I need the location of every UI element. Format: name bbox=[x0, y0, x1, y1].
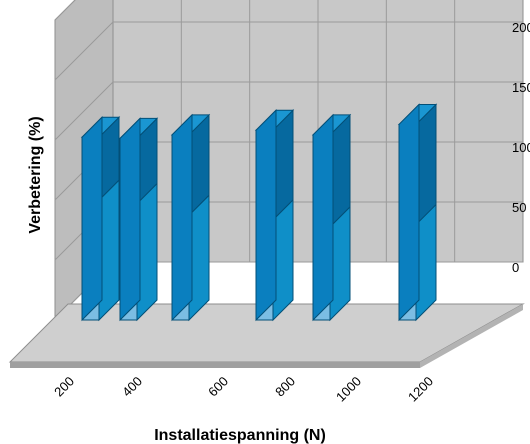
floor-edge bbox=[10, 362, 420, 368]
gridline-side bbox=[54, 21, 114, 81]
y-tick-label: 0 bbox=[512, 260, 519, 275]
y-axis-title: Verbetering (%) bbox=[27, 116, 44, 233]
bar-back-600 bbox=[171, 113, 193, 322]
x-tick-label: 1000 bbox=[333, 374, 364, 405]
bars bbox=[80, 103, 438, 322]
x-tick-label: 400 bbox=[119, 374, 145, 400]
x-tick-label: 200 bbox=[51, 374, 77, 400]
bar-back-800 bbox=[255, 109, 277, 322]
x-tick-label: 800 bbox=[272, 374, 298, 400]
y-tick-labels: 050100150200250 bbox=[512, 20, 530, 275]
bar-back-1200 bbox=[398, 103, 420, 322]
x-tick-label: 600 bbox=[205, 374, 231, 400]
gridline-side bbox=[54, 81, 114, 141]
y-tick-label: 150 bbox=[512, 80, 530, 95]
x-tick-label: 1200 bbox=[405, 374, 436, 405]
x-axis-title: Installatiespanning (N) bbox=[154, 427, 326, 444]
bar-back-200 bbox=[81, 116, 103, 322]
x-tick-labels: 200 400 600 800 1000 1200 bbox=[51, 374, 436, 405]
bar-back-400 bbox=[119, 117, 141, 322]
chart-floor bbox=[8, 303, 525, 368]
gridline-side bbox=[54, 0, 76, 21]
bar-back-1000 bbox=[312, 113, 334, 322]
y-tick-label: 100 bbox=[512, 140, 530, 155]
y-tick-label: 50 bbox=[512, 200, 526, 215]
floor-edge-side bbox=[420, 304, 523, 368]
y-tick-label: 200 bbox=[512, 20, 530, 35]
